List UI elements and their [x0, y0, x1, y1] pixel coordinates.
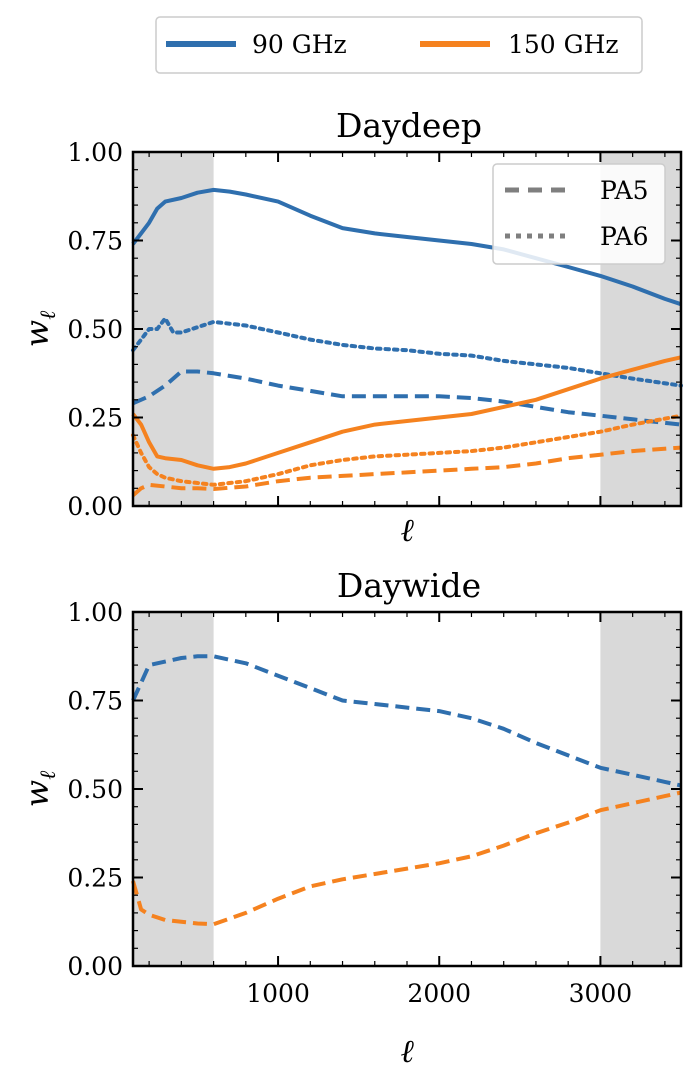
daydeep-series: [131, 187, 683, 497]
x-tick-label: 1000: [246, 979, 310, 1008]
y-tick-label: 0.75: [67, 687, 123, 716]
y-tick-label: 0.75: [67, 227, 123, 256]
style-legend-pa5-label: PA5: [600, 176, 649, 205]
daywide-title: Daywide: [337, 566, 481, 605]
daydeep-style-legend: PA5 PA6: [492, 163, 666, 265]
style-legend-pa6-label: PA6: [600, 222, 649, 251]
series-150ghz-dashed-line: [131, 445, 682, 497]
y-tick-label: 0.50: [67, 775, 123, 804]
x-tick-label: 3000: [569, 979, 633, 1008]
daywide-ylabel-symbol: w: [18, 780, 56, 807]
y-tick-label: 0.00: [67, 952, 123, 981]
x-tick-label: 2000: [407, 979, 471, 1008]
daydeep-ylabel: wℓ: [18, 310, 61, 347]
frequency-legend: 90 GHz 150 GHz: [155, 16, 643, 74]
daywide-ylabel: wℓ: [18, 770, 61, 807]
daywide-shaded-regions: [133, 612, 681, 966]
legend-label-90ghz: 90 GHz: [252, 30, 347, 59]
daywide-xlabel: ℓ: [400, 1032, 414, 1070]
frequency-legend-box: [155, 16, 643, 74]
shaded-region: [600, 612, 681, 966]
daywide-ticks: 0.00 0.25 0.50 0.75 1.00 1000 2000 3000: [67, 598, 681, 1008]
series-150ghz-dashed-line: [131, 790, 682, 927]
daywide-axes-frame: [131, 610, 683, 968]
series-90ghz-dashed-line: [132, 369, 682, 427]
y-tick-label: 0.25: [67, 404, 123, 433]
daydeep-ticks: 0.00 0.25 0.50 0.75 1.00: [67, 138, 681, 521]
legend-label-150ghz: 150 GHz: [508, 30, 619, 59]
series-90ghz-solid-line: [131, 187, 682, 307]
y-tick-label: 1.00: [67, 598, 123, 627]
y-tick-label: 0.00: [67, 492, 123, 521]
daywide-series: [131, 654, 682, 927]
daydeep-panel: Daydeep 0.000.250.500.751.00 wℓ ℓ PA5 PA…: [18, 106, 683, 549]
daywide-panel: Daywide 0.00 0.25 0.50 0.75 1.00 1000 2000 3000…: [18, 566, 683, 1070]
daydeep-ylabel-symbol: w: [18, 320, 56, 347]
daydeep-xlabel: ℓ: [400, 511, 414, 549]
y-tick-label: 0.25: [67, 864, 123, 893]
y-tick-label: 0.50: [67, 315, 123, 344]
series-90ghz-dotted-line: [131, 316, 683, 388]
daywide-ylabel-subscript: ℓ: [36, 770, 61, 780]
daydeep-ylabel-subscript: ℓ: [36, 310, 61, 320]
series-150ghz-dotted-line: [131, 413, 683, 487]
daydeep-title: Daydeep: [336, 106, 482, 145]
series-150ghz-solid-line: [131, 355, 682, 471]
series-90ghz-dashed-line: [131, 654, 682, 788]
y-tick-label: 1.00: [67, 138, 123, 167]
